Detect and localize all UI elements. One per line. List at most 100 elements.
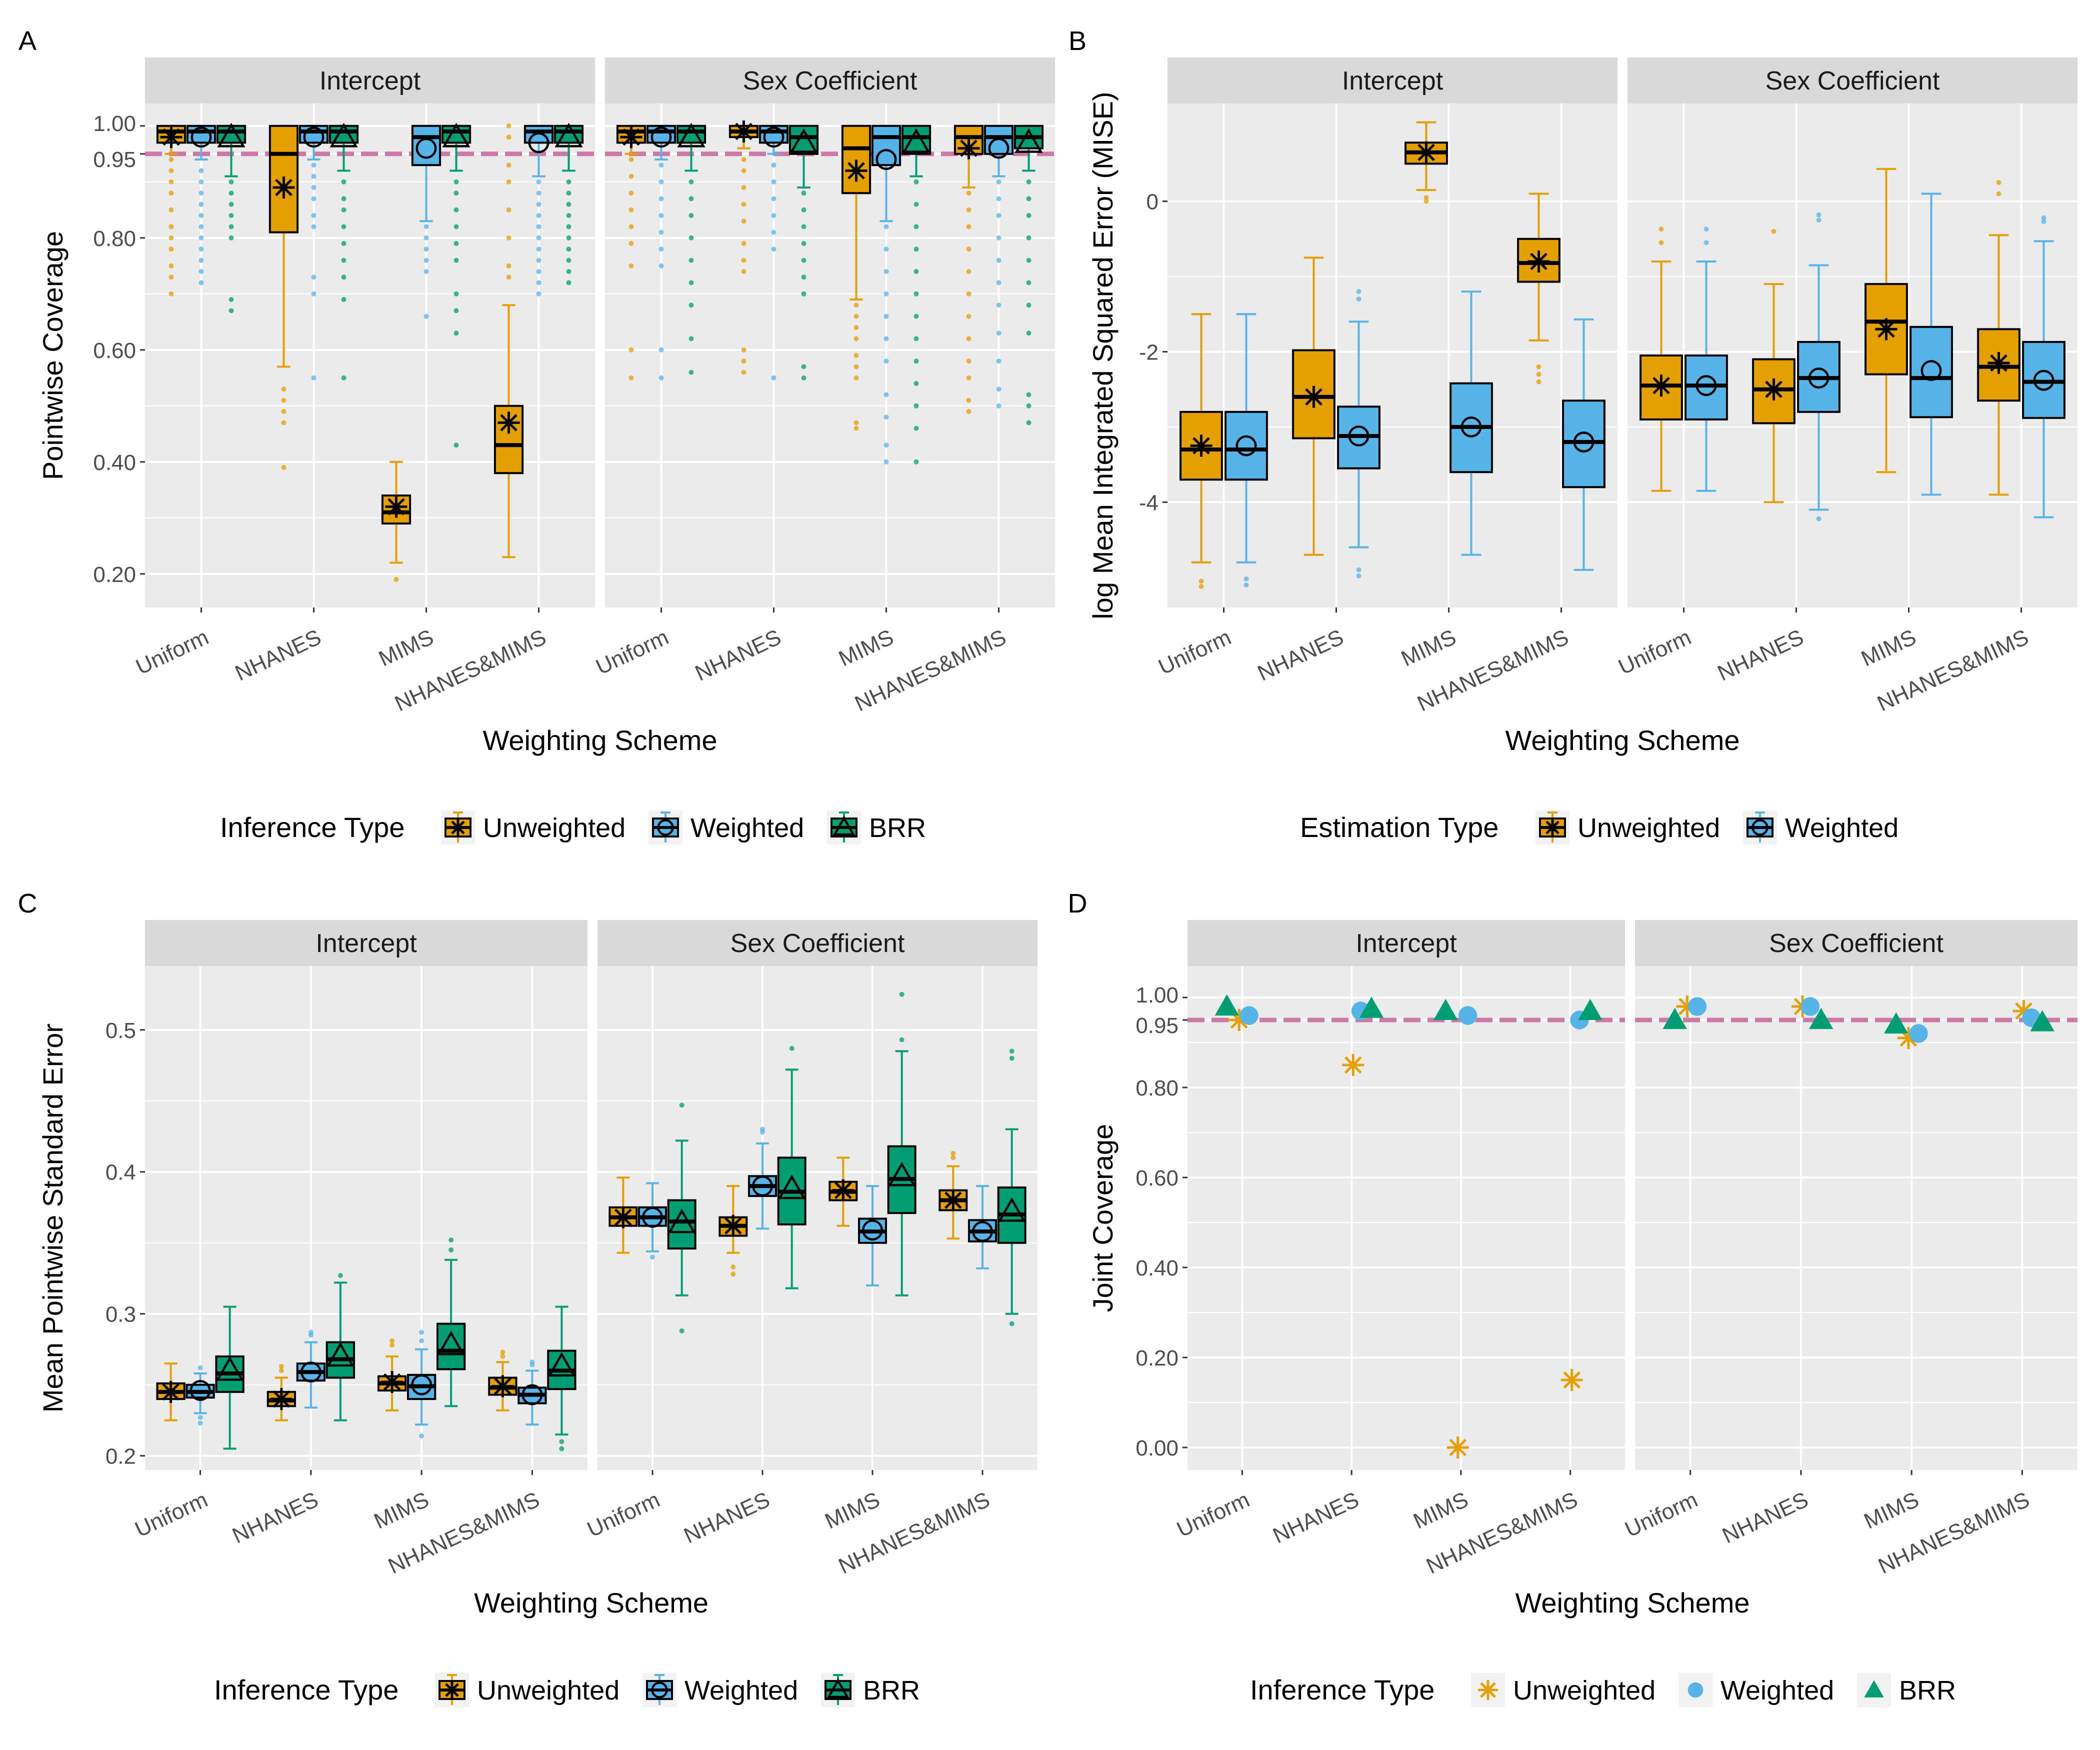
triangle-mark bbox=[442, 122, 470, 148]
outlier-point bbox=[454, 179, 459, 184]
panel-label: D bbox=[1068, 888, 1088, 918]
outlier-point bbox=[1026, 280, 1032, 286]
legend-marker bbox=[1864, 1680, 1884, 1698]
circle-mark bbox=[2033, 370, 2054, 391]
box-unweighted-nhanes bbox=[1752, 228, 1796, 504]
point-brr-mims bbox=[1884, 1012, 1908, 1034]
y-tick-label: 0.4 bbox=[106, 1160, 136, 1185]
circle-mark bbox=[763, 126, 784, 148]
outlier-point bbox=[854, 325, 859, 330]
box-brr-nhanes-mims bbox=[1014, 124, 1044, 426]
outlier-point bbox=[914, 269, 919, 274]
legend-title: Inference Type bbox=[1250, 1674, 1434, 1706]
outlier-point bbox=[198, 179, 204, 184]
outlier-point bbox=[168, 157, 174, 162]
circle-mark bbox=[303, 126, 324, 148]
circle-mark bbox=[1696, 375, 1717, 396]
outlier-point bbox=[771, 196, 776, 202]
outlier-point bbox=[566, 280, 572, 286]
star-stroke bbox=[622, 128, 640, 146]
y-tick-label: 0.40 bbox=[93, 450, 136, 475]
outlier-point bbox=[454, 291, 459, 296]
y-tick-label: 0.2 bbox=[106, 1444, 136, 1469]
outlier-point bbox=[1244, 576, 1249, 582]
point-weighted-mims bbox=[1458, 1006, 1478, 1025]
outlier-point bbox=[884, 442, 889, 448]
mean-marker bbox=[732, 120, 755, 142]
star-stroke bbox=[500, 414, 518, 432]
outlier-point bbox=[424, 258, 429, 263]
outlier-point bbox=[1198, 584, 1204, 589]
outlier-point bbox=[566, 179, 572, 184]
outlier-point bbox=[228, 179, 234, 184]
triangle-mark bbox=[1014, 128, 1043, 153]
facet-title: Sex Coefficient bbox=[1766, 66, 1940, 96]
outlier-point bbox=[454, 258, 459, 263]
point-unweighted-nhanes bbox=[1342, 1054, 1364, 1076]
series-unweighted bbox=[1640, 168, 2020, 504]
box-unweighted-nhanes-mims bbox=[1517, 192, 1560, 384]
series-unweighted bbox=[608, 1150, 968, 1277]
outlier-point bbox=[1771, 228, 1776, 234]
triangle-mark bbox=[326, 1342, 354, 1367]
x-tick-label: MIMS bbox=[1860, 1488, 1923, 1534]
x-tick-label: MIMS bbox=[1410, 1488, 1472, 1534]
panel-label: A bbox=[18, 26, 36, 56]
outlier-point bbox=[966, 398, 972, 403]
outlier-point bbox=[771, 162, 776, 168]
outlier-point bbox=[454, 224, 459, 230]
outlier-point bbox=[996, 235, 1002, 240]
outlier-point bbox=[506, 123, 512, 128]
box-brr-nhanes-mims bbox=[997, 1048, 1026, 1326]
mean-marker bbox=[958, 137, 980, 160]
star-stroke bbox=[1652, 376, 1670, 394]
circle-mark bbox=[650, 126, 672, 148]
x-tick-label: MIMS bbox=[375, 625, 438, 672]
star-stroke bbox=[1563, 1371, 1581, 1389]
star-stroke bbox=[445, 1683, 459, 1697]
circle-mark bbox=[1920, 360, 1942, 382]
box-weighted-uniform bbox=[646, 124, 676, 380]
mean-marker bbox=[1302, 386, 1325, 408]
circle-mark bbox=[1236, 435, 1257, 456]
x-tick-label: MIMS bbox=[1858, 625, 1920, 672]
box-brr-mims bbox=[901, 124, 932, 464]
outlier-point bbox=[966, 336, 972, 342]
legend-key-weighted bbox=[1743, 810, 1777, 844]
mean-marker bbox=[612, 1206, 634, 1228]
mean-marker bbox=[160, 1380, 182, 1403]
legend-key-unweighted bbox=[1536, 810, 1570, 844]
triangle-mark bbox=[832, 816, 856, 836]
outlier-point bbox=[914, 403, 919, 408]
x-axis-title: Weighting Scheme bbox=[1516, 1587, 1750, 1618]
outlier-point bbox=[424, 224, 429, 230]
circle-mark bbox=[1808, 368, 1830, 389]
outlier-point bbox=[1244, 582, 1249, 588]
facet-strip bbox=[598, 920, 1038, 966]
point-brr-uniform bbox=[1214, 994, 1239, 1016]
legend-title: Inference Type bbox=[220, 812, 404, 843]
legend: Inference Type Unweighted Weighted BRR bbox=[1250, 1673, 1956, 1707]
outlier-point bbox=[771, 213, 776, 218]
facet-title: Intercept bbox=[1356, 929, 1457, 958]
outlier-point bbox=[341, 196, 346, 202]
mean-marker bbox=[381, 1370, 404, 1393]
triangle-mark bbox=[902, 128, 930, 153]
outlier-point bbox=[899, 1037, 904, 1042]
triangle-mark bbox=[330, 122, 358, 148]
outlier-point bbox=[500, 1354, 506, 1359]
triangle-mark bbox=[998, 1197, 1026, 1222]
box-weighted-uniform bbox=[1224, 313, 1268, 588]
circle-mark bbox=[1688, 1682, 1704, 1698]
outlier-point bbox=[854, 420, 859, 426]
mean-marker bbox=[1875, 318, 1898, 340]
legend-label: Unweighted bbox=[1513, 1676, 1656, 1706]
facet-title: Intercept bbox=[320, 66, 421, 96]
outlier-point bbox=[966, 269, 972, 274]
legend-key-weighted bbox=[648, 810, 682, 844]
outlier-point bbox=[801, 258, 806, 263]
point-brr-uniform bbox=[1662, 1008, 1687, 1030]
mean-marker bbox=[677, 122, 706, 148]
y-tick-label: 0.3 bbox=[106, 1302, 136, 1327]
